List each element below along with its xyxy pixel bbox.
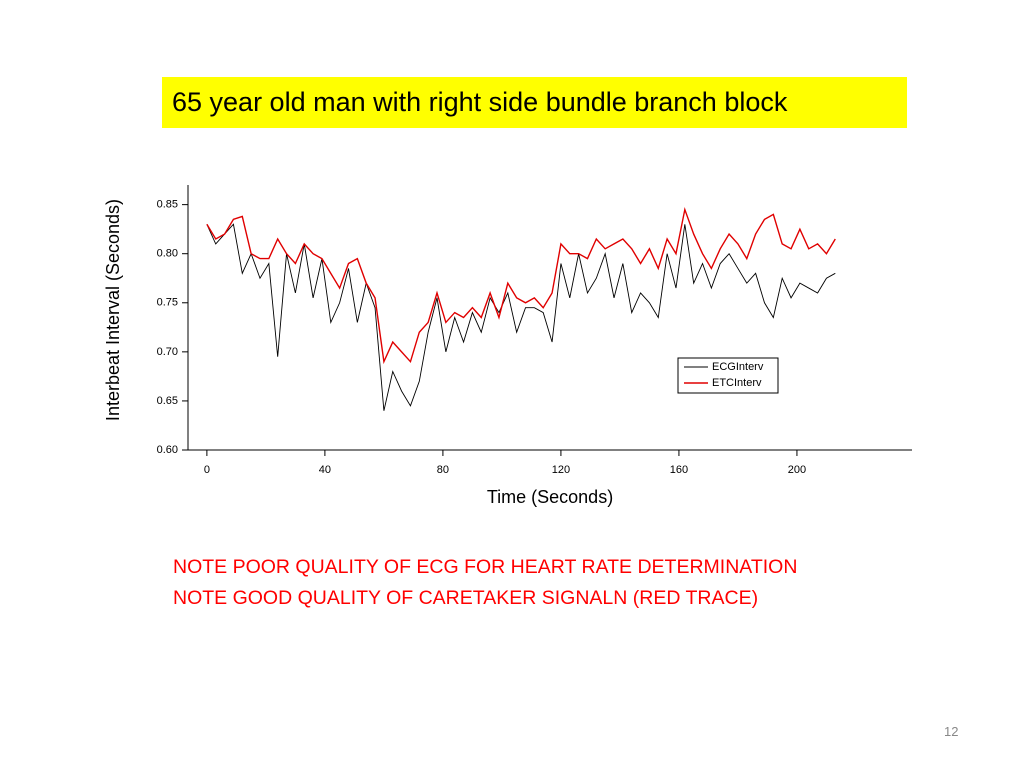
legend-label: ETCInterv <box>712 377 762 389</box>
note: NOTE POOR QUALITY OF ECG FOR HEART RATE … <box>173 556 798 578</box>
page-number: 12 <box>944 724 959 739</box>
series-line <box>206 223 836 411</box>
y-tick-label: 0.60 <box>157 444 178 456</box>
x-tick-label: 40 <box>319 464 331 476</box>
y-tick-label: 0.65 <box>157 395 178 407</box>
y-tick-label: 0.75 <box>157 297 178 309</box>
x-tick-label: 80 <box>437 464 449 476</box>
y-tick-label: 0.85 <box>157 199 178 211</box>
y-axis-label: Interbeat Interval (Seconds) <box>103 199 123 421</box>
title: 65 year old man with right side bundle b… <box>162 77 907 128</box>
x-tick-label: 200 <box>788 464 806 476</box>
x-tick-label: 160 <box>670 464 688 476</box>
y-tick-label: 0.80 <box>157 248 178 260</box>
note: NOTE GOOD QUALITY OF CARETAKER SIGNALN (… <box>173 587 759 609</box>
x-axis-label: Time (Seconds) <box>487 487 613 507</box>
series-line <box>206 206 836 365</box>
y-tick-label: 0.70 <box>157 346 178 358</box>
legend-box <box>677 357 779 394</box>
legend-label: ECGInterv <box>712 361 764 373</box>
x-tick-label: 120 <box>552 464 570 476</box>
x-tick-label: 0 <box>204 464 210 476</box>
